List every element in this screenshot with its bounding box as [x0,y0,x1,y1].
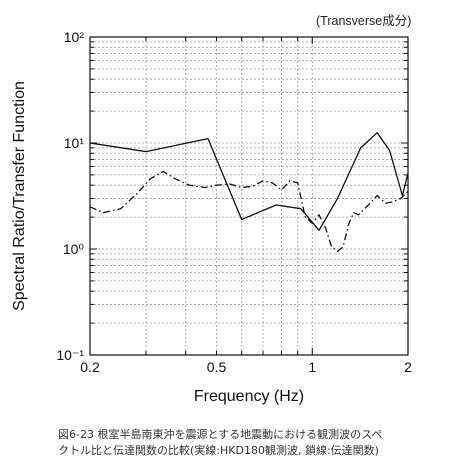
caption-line-1: 図6-23 根室半島南東沖を震源とする地震動における観測波のスペ [58,428,383,441]
y-axis-label: Spectral Ratio/Transfer Function [11,81,28,311]
series-line-solid [89,132,409,231]
x-tick-label: 0.2 [80,359,100,375]
x-tick-label: 1 [308,359,316,375]
x-tick-label: 2 [404,359,412,375]
x-tick-label: 0.5 [207,359,227,375]
figure-caption: 図6-23 根室半島南東沖を震源とする地震動における観測波のスペ クトル比と伝達… [58,427,438,459]
caption-line-2: クトル比と伝達関数の比較(実線:HKD180観測波, 鎖線:伝達関数) [58,444,379,457]
component-note: (Transverse成分) [316,14,412,28]
y-tick-label: 10¹ [64,135,85,151]
series-line-dashdot [89,170,409,253]
tick-layer [89,36,409,356]
y-tick-label: 10⁻¹ [56,347,84,363]
plot-frame [89,36,409,356]
y-tick-label: 10² [64,29,85,45]
x-axis-label: Frequency (Hz) [194,388,304,405]
grid-layer [90,37,408,355]
series-layer [89,132,409,253]
spectral-ratio-chart: 0.2 0.5 1 2 10⁻¹ 10⁰ 10¹ 10² Frequency (Hz) Spect… [11,29,412,405]
y-tick-label: 10⁰ [63,241,85,257]
label-layer: 0.2 0.5 1 2 10⁻¹ 10⁰ 10¹ 10² Frequency (Hz) Spect… [11,29,412,405]
